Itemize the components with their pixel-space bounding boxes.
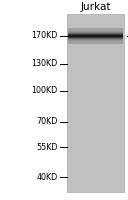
Bar (68, 40, 123, 41)
Text: 40KD: 40KD (36, 172, 58, 182)
Text: 130KD: 130KD (31, 60, 58, 68)
Bar (68, 30, 123, 31)
Bar (68, 28, 123, 29)
Bar (68, 42, 123, 43)
Bar (68, 35, 123, 36)
Bar (68, 37, 123, 38)
Text: 55KD: 55KD (36, 142, 58, 152)
Bar (68, 35, 123, 36)
Bar (68, 29, 123, 30)
Bar (68, 34, 123, 35)
Bar (68, 30, 123, 31)
Bar (68, 31, 123, 32)
Bar (68, 29, 123, 30)
Bar (68, 43, 123, 44)
Bar (68, 39, 123, 40)
Bar (68, 41, 123, 42)
Bar (68, 37, 123, 38)
Bar (68, 39, 123, 40)
Bar (67, 14, 124, 192)
Text: 70KD: 70KD (36, 117, 58, 127)
Text: 100KD: 100KD (31, 86, 58, 95)
Bar (68, 41, 123, 42)
Text: 170KD: 170KD (31, 31, 58, 40)
Text: Jurkat: Jurkat (80, 2, 111, 12)
Bar (68, 33, 123, 34)
Bar (68, 32, 123, 33)
Bar (68, 32, 123, 33)
Bar (68, 42, 123, 43)
Bar (68, 38, 123, 39)
Bar (68, 36, 123, 37)
